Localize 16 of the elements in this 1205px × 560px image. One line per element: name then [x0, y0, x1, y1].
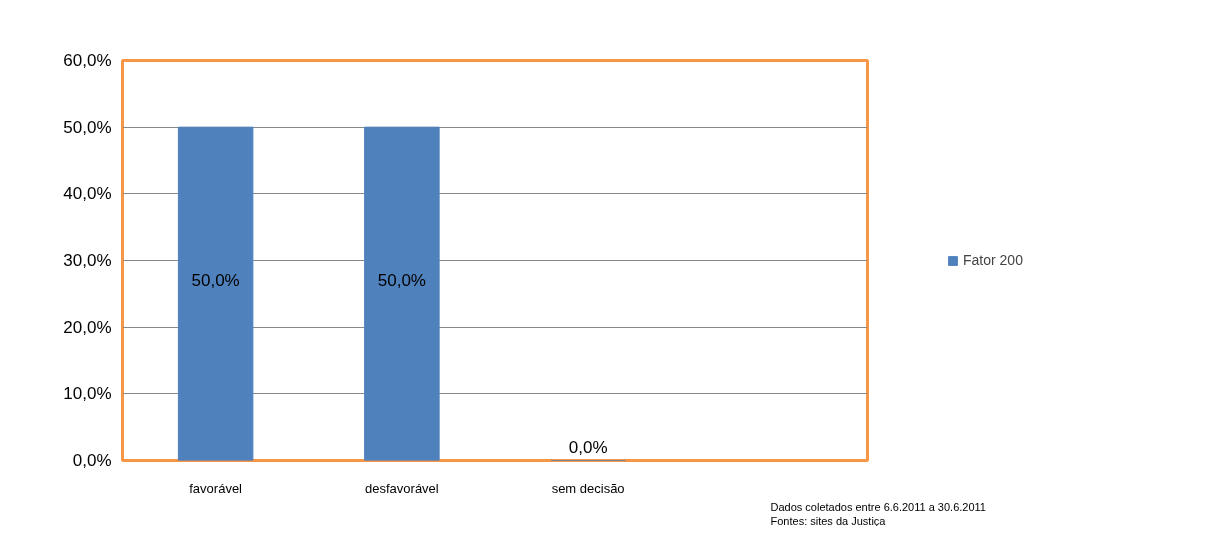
x-tick-label: favorável	[189, 480, 243, 496]
x-tick-label: sem decisão	[551, 480, 625, 496]
x-tick-label: desfavorável	[365, 480, 439, 496]
data-label: 50,0%	[191, 271, 240, 291]
y-tick-label: 50,0%	[63, 117, 112, 137]
text: Fontes: sites da Justiça	[770, 514, 887, 527]
y-tick-label: 10,0%	[63, 384, 112, 404]
legend-label: Fator 200	[963, 252, 1023, 268]
y-tick-label: 40,0%	[63, 184, 112, 204]
y-tick-label: 0,0%	[72, 451, 112, 470]
y-tick-label: 30,0%	[63, 251, 112, 270]
y-tick-label: 20,0%	[63, 317, 112, 337]
text: Dados coletados entre 6.6.2011 a 30.6.2011	[770, 500, 986, 513]
data-label: 0,0%	[568, 438, 608, 457]
data-label: 50,0%	[377, 271, 426, 291]
y-tick-label: 60,0%	[63, 51, 112, 70]
